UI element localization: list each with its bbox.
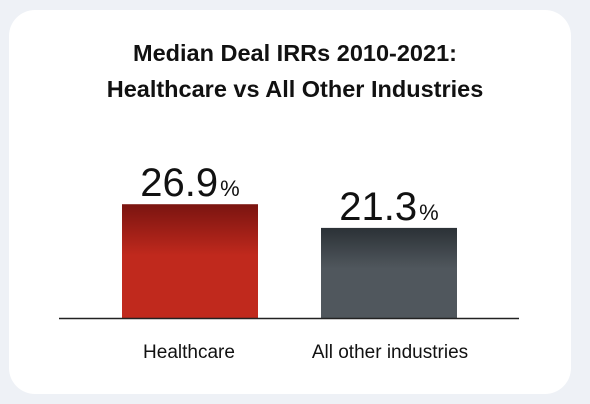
chart-card	[9, 10, 571, 394]
bar-all-other-industries	[321, 227, 457, 318]
category-label-all-other-industries: All other industries	[312, 342, 468, 363]
chart-title-line-1: Median Deal IRRs 2010-2021:	[133, 40, 457, 66]
value-label-healthcare: 26.9%	[140, 161, 239, 205]
category-label-healthcare: Healthcare	[143, 342, 235, 363]
bar-healthcare	[122, 204, 258, 318]
value-label-all-other-industries: 21.3%	[339, 185, 438, 229]
chart-title-line-2: Healthcare vs All Other Industries	[106, 76, 484, 102]
